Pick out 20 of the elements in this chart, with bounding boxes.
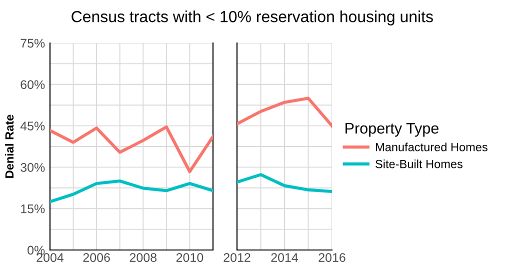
y-tick-label: 15%	[21, 204, 45, 214]
y-axis-title: Denial Rate	[4, 114, 14, 178]
x-tick-label: 2016	[318, 253, 346, 262]
x-tick-label: 2008	[130, 253, 157, 262]
line-series	[50, 179, 213, 204]
y-tick-label: 45%	[20, 122, 45, 130]
line-series	[50, 125, 213, 174]
y-tick-label: 60%	[20, 80, 45, 90]
legend-title: Property Type	[346, 123, 438, 137]
y-tick-label: 0%	[28, 246, 45, 255]
legend-label: Manufactured Homes	[376, 142, 488, 152]
x-tick-label: 2006	[83, 253, 110, 262]
x-tick-label: 2004	[36, 253, 64, 262]
x-tick-label: 2010	[176, 253, 204, 262]
x-tick-label: 2014	[271, 253, 298, 262]
x-tick-label: 2012	[224, 253, 250, 262]
text: Census tracts with < 10% reservation housing units	[72, 10, 433, 26]
legend-label: Site-Built Homes	[376, 160, 463, 168]
y-tick-label: 30%	[20, 163, 45, 172]
y-tick-label: 75%	[20, 38, 45, 48]
